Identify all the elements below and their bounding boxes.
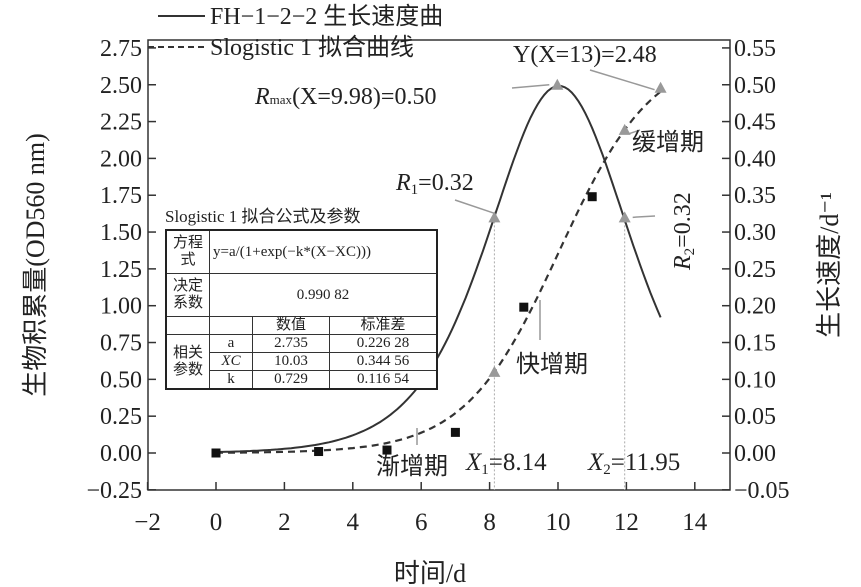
legend-rate: FH−1−2−2 生长速度曲 (210, 3, 443, 30)
param-value: 10.03 (252, 352, 330, 371)
x-tick-label: 0 (210, 509, 223, 536)
empty-cell (165, 316, 210, 335)
x-tick-label: 8 (483, 509, 496, 536)
x-tick-label: −2 (134, 509, 161, 536)
y-left-tick-label: 0.25 (100, 404, 142, 430)
y-right-tick-label: 0.20 (734, 294, 776, 320)
growth-rate-curve (215, 84, 662, 453)
y-right-axis-label: 生长速度/d⁻¹ (815, 192, 844, 338)
y-right-tick-label: 0.10 (734, 367, 776, 393)
rmax-label: Rmax(X=9.98)=0.50 (254, 84, 436, 110)
slow-arrow (628, 129, 641, 135)
y-left-axis-label: 生物积累量(OD560 nm) (21, 133, 50, 397)
y13-arrow (589, 69, 655, 91)
x1-label: X1=8.14 (465, 449, 547, 478)
plot-frame (147, 39, 731, 491)
y-left-tick-label: 2.50 (100, 73, 142, 99)
data-point (314, 447, 324, 457)
y-left-tick-label: 1.75 (100, 183, 142, 209)
param-label: 相关参数 (165, 334, 210, 390)
y-right-tick-label: 0.05 (734, 404, 776, 430)
r1-marker (488, 211, 501, 223)
equation: y=a/(1+exp(−k*(X−XC))) (209, 229, 438, 274)
x2-marker (618, 123, 631, 135)
y-right-tick-label: 0.45 (734, 110, 776, 136)
x-tick-label: 12 (614, 509, 639, 536)
y-right-tick-label: 0.00 (734, 441, 776, 467)
y-left-tick-label: 1.25 (100, 257, 142, 283)
y-right-tick-label: 0.15 (734, 331, 776, 357)
data-point (519, 302, 529, 312)
r2-marker (618, 211, 631, 223)
fit-parameter-table: 方程式 y=a/(1+exp(−k*(X−XC))) 决定系数 0.990 82 数… (165, 229, 438, 390)
data-point (587, 192, 597, 202)
r2-value: 0.990 82 (209, 273, 438, 317)
y-left-tick-label: 2.25 (100, 110, 142, 136)
eq-label: 方程式 (165, 229, 210, 274)
phase-fast-label: 快增期 (516, 351, 588, 378)
y-left-tick-label: 1.00 (100, 294, 142, 320)
x-tick-label: 10 (546, 509, 571, 536)
phase-lag-label: 渐增期 (376, 453, 448, 480)
x-tick-label: 2 (278, 509, 291, 536)
y-right-tick-label: 0.50 (734, 73, 776, 99)
param-se: 0.226 28 (329, 334, 438, 353)
r1-arrow (454, 199, 495, 215)
y-left-tick-label: 2.00 (100, 146, 142, 172)
legend-fit: Slogistic 1 拟合曲线 (210, 34, 414, 61)
r1-label: R1=0.32 (395, 170, 474, 198)
r2-label: 决定系数 (165, 273, 210, 317)
y-right-tick-label: 0.35 (734, 183, 776, 209)
rmax-marker (551, 78, 564, 90)
x1-marker (488, 365, 501, 377)
data-point (382, 445, 392, 455)
table-title: Slogistic 1 拟合公式及参数 (165, 207, 361, 226)
r2-arrow (632, 215, 656, 219)
x-tick-label: 14 (682, 509, 708, 536)
col-se: 标准差 (329, 316, 438, 335)
data-point (211, 448, 221, 458)
y-left-tick-label: 0.75 (100, 331, 142, 357)
y-right-tick-label: 0.25 (734, 257, 776, 283)
param-name: a (209, 334, 253, 353)
y-right-tick-label: 0.40 (734, 146, 776, 172)
y-left-tick-label: 0.50 (100, 367, 142, 393)
y-right-tick-label: −0.05 (734, 478, 790, 504)
r2-label: R2=0.32 (670, 192, 698, 271)
phase-slow-label: 缓增期 (632, 129, 704, 156)
x-axis-label: 时间/d (394, 559, 466, 587)
param-se: 0.116 54 (329, 370, 438, 390)
x-tick-label: 4 (347, 509, 360, 536)
param-value: 2.735 (252, 334, 330, 353)
y-left-tick-label: 0.00 (100, 441, 142, 467)
param-value: 0.729 (252, 370, 330, 390)
y-left-tick-label: −0.25 (86, 478, 142, 504)
y-left-tick-label: 2.75 (100, 36, 142, 62)
data-point (450, 427, 460, 437)
logistic-fit-curve (216, 90, 662, 454)
x2-label: X2=11.95 (587, 449, 680, 478)
param-name: k (209, 370, 253, 390)
y-right-tick-label: 0.55 (734, 36, 776, 62)
y13-label: Y(X=13)=2.48 (513, 42, 657, 68)
param-name: XC (209, 352, 253, 371)
y13-marker (654, 81, 667, 93)
y-left-tick-label: 1.50 (100, 220, 142, 246)
col-value: 数值 (252, 316, 330, 335)
y-right-tick-label: 0.30 (734, 220, 776, 246)
rmax-arrow (511, 84, 550, 89)
param-se: 0.344 56 (329, 352, 438, 371)
empty-cell (209, 316, 253, 335)
x-tick-label: 6 (415, 509, 428, 536)
